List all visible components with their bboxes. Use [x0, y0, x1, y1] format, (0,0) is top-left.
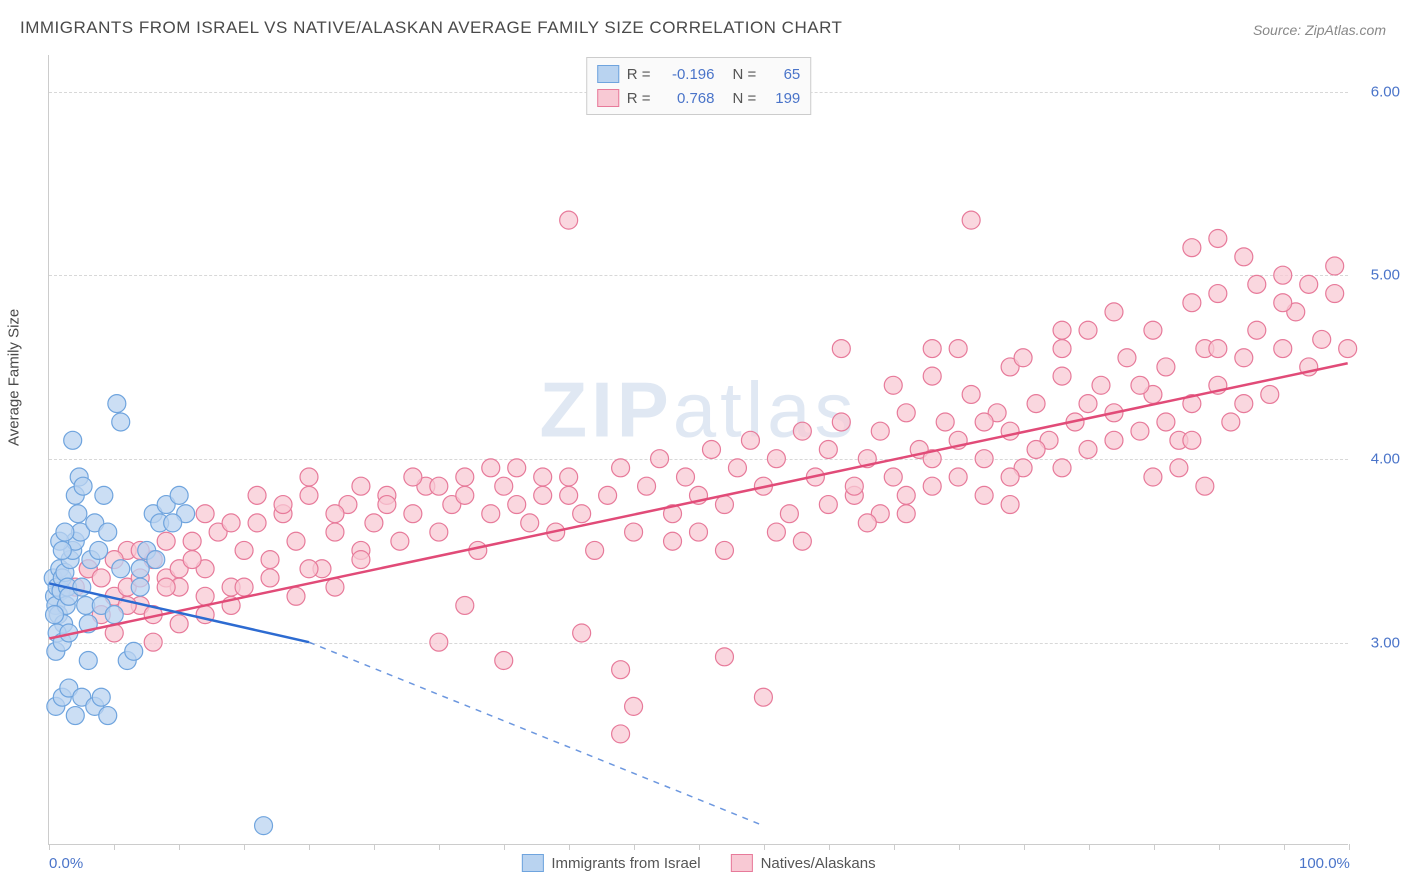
x-tick-mark [634, 844, 635, 850]
x-tick-mark [179, 844, 180, 850]
n-label: N = [733, 66, 757, 83]
r-label: R = [627, 90, 651, 107]
n-value-2: 199 [764, 90, 800, 107]
legend-row-series-1: R = -0.196 N = 65 [597, 62, 801, 86]
x-tick-mark [829, 844, 830, 850]
source-label: Source: ZipAtlas.com [1253, 22, 1386, 38]
legend-label: Natives/Alaskans [761, 855, 876, 872]
x-tick-mark [504, 844, 505, 850]
x-tick-mark [1284, 844, 1285, 850]
n-value-1: 65 [764, 66, 800, 83]
x-tick-mark [439, 844, 440, 850]
legend-item-natives: Natives/Alaskans [731, 854, 876, 872]
r-value-2: 0.768 [659, 90, 715, 107]
x-tick-mark [49, 844, 50, 850]
x-tick-mark [114, 844, 115, 850]
x-tick-mark [374, 844, 375, 850]
x-tick-mark [1154, 844, 1155, 850]
legend-correlation: R = -0.196 N = 65 R = 0.768 N = 199 [586, 57, 812, 115]
x-tick-mark [569, 844, 570, 850]
n-label: N = [733, 90, 757, 107]
legend-label: Immigrants from Israel [551, 855, 700, 872]
x-tick-mark [1219, 844, 1220, 850]
x-tick-mark [1089, 844, 1090, 850]
x-tick-mark [1024, 844, 1025, 850]
x-tick-mark [764, 844, 765, 850]
chart-svg [49, 55, 1348, 844]
legend-item-israel: Immigrants from Israel [521, 854, 700, 872]
r-label: R = [627, 66, 651, 83]
legend-series: Immigrants from Israel Natives/Alaskans [521, 854, 875, 872]
x-tick-mark [894, 844, 895, 850]
y-axis-label: Average Family Size [6, 309, 23, 446]
swatch-pink [597, 89, 619, 107]
r-value-1: -0.196 [659, 66, 715, 83]
swatch-blue [597, 65, 619, 83]
plot-area: ZIPatlas R = -0.196 N = 65 R = 0.768 N =… [48, 55, 1348, 845]
y-tick-label: 6.00 [1371, 83, 1400, 100]
legend-row-series-2: R = 0.768 N = 199 [597, 86, 801, 110]
swatch-blue [521, 854, 543, 872]
x-tick-mark [699, 844, 700, 850]
x-tick-mark [309, 844, 310, 850]
x-tick-mark [1349, 844, 1350, 850]
x-tick-label: 100.0% [1299, 855, 1350, 872]
swatch-pink [731, 854, 753, 872]
y-tick-label: 3.00 [1371, 634, 1400, 651]
y-tick-label: 5.00 [1371, 267, 1400, 284]
x-tick-mark [959, 844, 960, 850]
chart-title: IMMIGRANTS FROM ISRAEL VS NATIVE/ALASKAN… [20, 18, 842, 38]
x-tick-label: 0.0% [49, 855, 83, 872]
y-tick-label: 4.00 [1371, 451, 1400, 468]
x-tick-mark [244, 844, 245, 850]
